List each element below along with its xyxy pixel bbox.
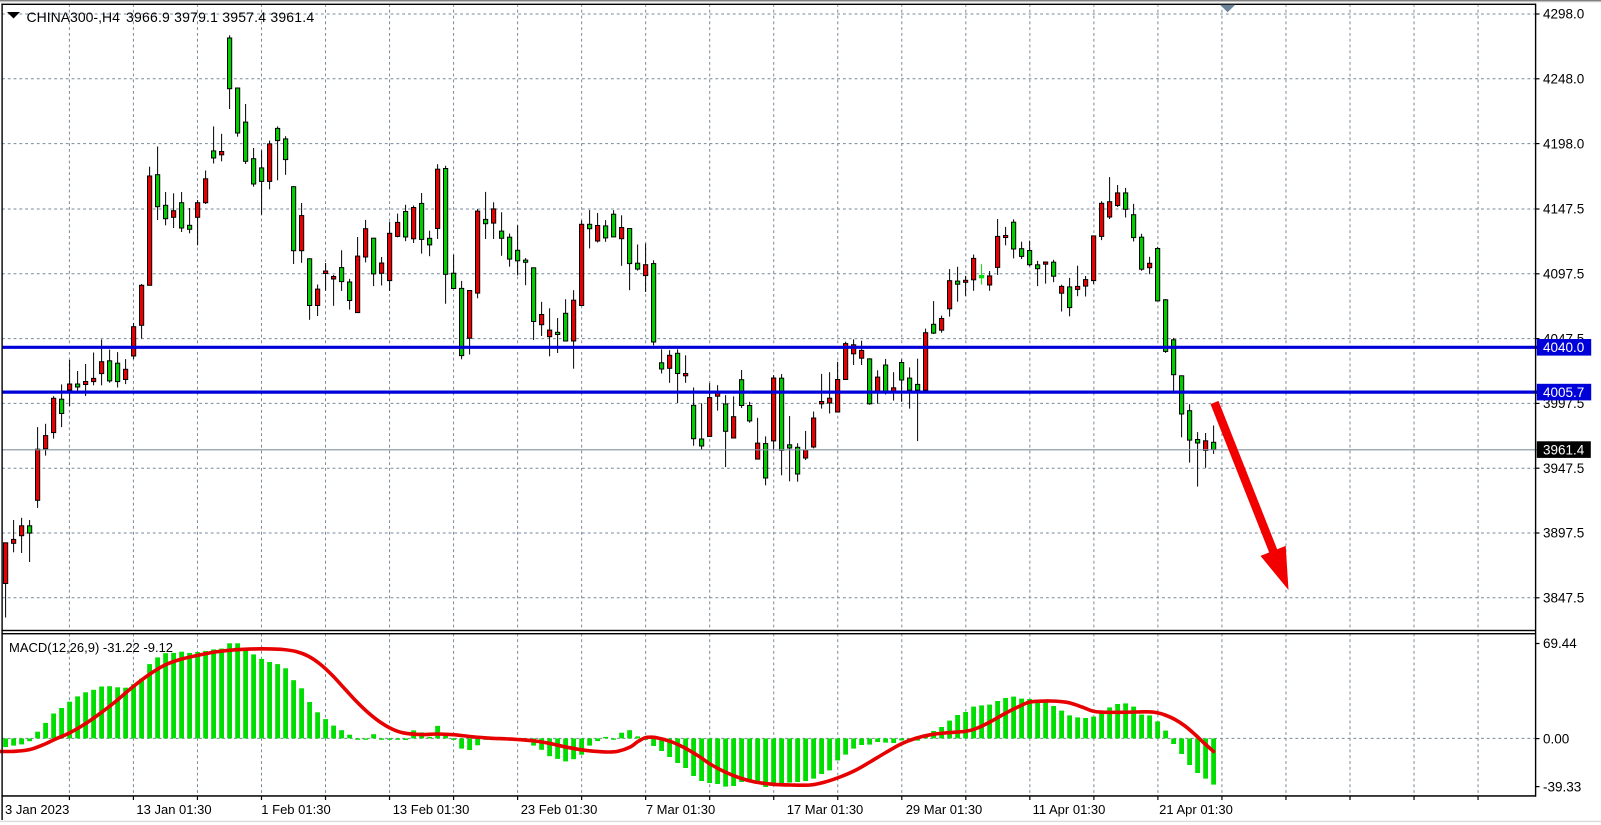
svg-text:3966.9 3979.1 3957.4 3961.4: 3966.9 3979.1 3957.4 3961.4 — [126, 9, 314, 25]
svg-text:29 Mar 01:30: 29 Mar 01:30 — [906, 802, 983, 817]
svg-text:3847.5: 3847.5 — [1543, 591, 1584, 606]
svg-text:4040.0: 4040.0 — [1543, 340, 1584, 355]
svg-text:4298.0: 4298.0 — [1543, 7, 1584, 22]
svg-text:0.00: 0.00 — [1543, 731, 1569, 746]
svg-text:4097.5: 4097.5 — [1543, 267, 1584, 282]
svg-text:7 Mar 01:30: 7 Mar 01:30 — [646, 802, 715, 817]
svg-text:3961.4: 3961.4 — [1543, 443, 1585, 458]
svg-text:MACD(12,26,9) -31.22 -9.12: MACD(12,26,9) -31.22 -9.12 — [9, 640, 173, 655]
svg-text:4147.5: 4147.5 — [1543, 202, 1584, 217]
svg-text:4248.0: 4248.0 — [1543, 72, 1584, 87]
svg-text:4198.0: 4198.0 — [1543, 136, 1584, 151]
svg-text:11 Apr 01:30: 11 Apr 01:30 — [1033, 802, 1106, 817]
svg-text:3897.5: 3897.5 — [1543, 526, 1584, 541]
svg-text:13 Feb 01:30: 13 Feb 01:30 — [393, 802, 470, 817]
svg-text:-39.33: -39.33 — [1543, 779, 1581, 794]
svg-text:3 Jan 2023: 3 Jan 2023 — [5, 802, 69, 817]
svg-text:21 Apr 01:30: 21 Apr 01:30 — [1159, 802, 1233, 817]
svg-text:23 Feb 01:30: 23 Feb 01:30 — [521, 802, 598, 817]
svg-text:4005.7: 4005.7 — [1543, 385, 1584, 400]
svg-text:CHINA300-,H4: CHINA300-,H4 — [27, 9, 121, 25]
svg-text:69.44: 69.44 — [1543, 636, 1577, 651]
svg-text:17 Mar 01:30: 17 Mar 01:30 — [787, 802, 864, 817]
svg-text:3947.5: 3947.5 — [1543, 461, 1584, 476]
svg-text:13 Jan 01:30: 13 Jan 01:30 — [136, 802, 211, 817]
svg-text:1 Feb 01:30: 1 Feb 01:30 — [261, 802, 330, 817]
